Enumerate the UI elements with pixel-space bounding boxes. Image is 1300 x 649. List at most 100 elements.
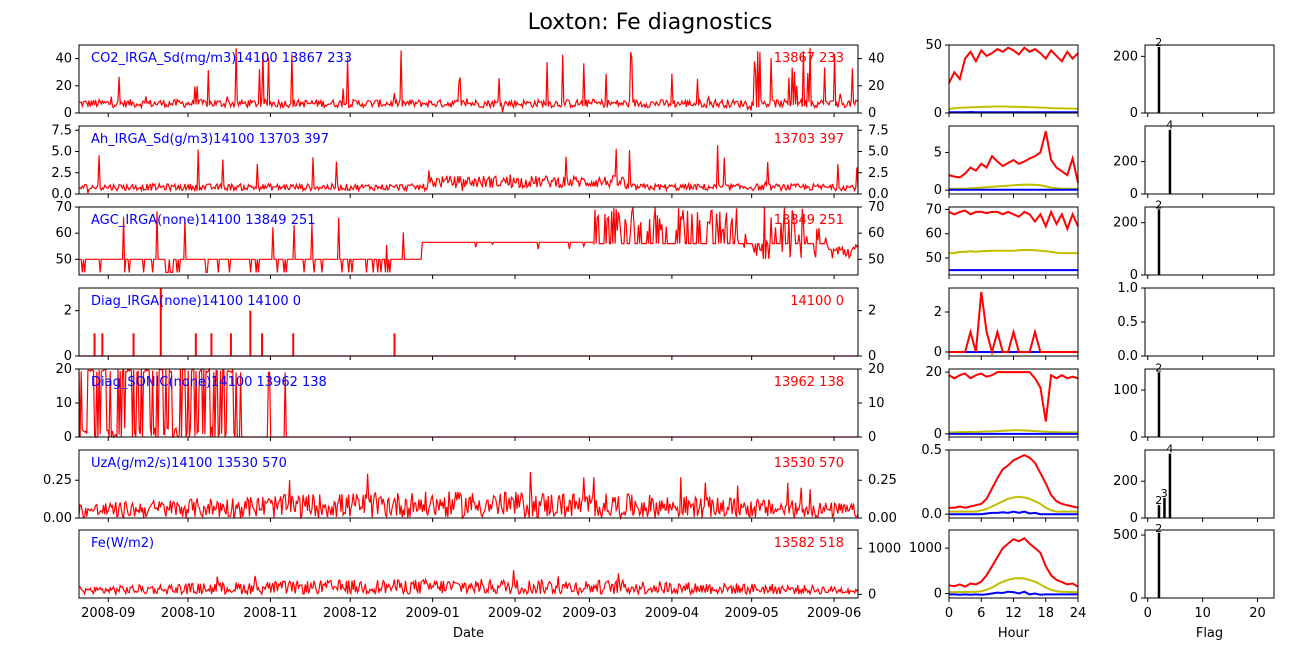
series-label-uza: UzA(g/m2/s)14100 13530 570 [91, 456, 287, 471]
series-label-ah: Ah_IRGA_Sd(g/m3)14100 13703 397 [91, 132, 329, 147]
ytick-right-label-agc: 70 [868, 200, 885, 215]
diurnal-ytick-label-ah: 5 [934, 145, 942, 160]
time-xtick-label: 2009-01 [405, 606, 459, 621]
diurnal-ytick-label-agc: 60 [925, 227, 942, 242]
time-xtick-label: 2008-10 [161, 606, 215, 621]
ytick-left-label-uza: 0.00 [43, 511, 72, 526]
flag-ytick-label-ah: 0 [1130, 187, 1138, 202]
diurnal-mean-line-agc [949, 249, 1078, 255]
flag-bar-fe [1157, 532, 1161, 598]
diurnal-min-line-fe [949, 590, 1078, 596]
diurnal-ytick-label-diag_sonic: 0 [934, 427, 942, 442]
series-counts-diag_irga: 14100 0 [790, 294, 844, 309]
diurnal-ytick-label-diag_sonic: 20 [925, 365, 942, 380]
diurnal-ytick-label-co2: 0 [934, 106, 942, 121]
diurnal-ytick-label-agc: 50 [925, 251, 942, 266]
flag-ytick-label-uza: 200 [1113, 474, 1138, 489]
flag-bar-label-co2: 2 [1155, 36, 1162, 49]
series-label-co2: CO2_IRGA_Sd(mg/m3)14100 13867 233 [91, 51, 352, 66]
series-counts-fe: 13582 518 [774, 536, 844, 551]
ytick-left-label-co2: 0 [64, 106, 72, 121]
series-line-uza [78, 471, 859, 521]
ytick-right-label-diag_sonic: 10 [868, 396, 885, 411]
ytick-right-label-uza: 0.25 [868, 473, 897, 488]
series-counts-ah: 13703 397 [774, 132, 844, 147]
ytick-left-label-uza: 0.25 [43, 473, 72, 488]
hour-xtick-label: 0 [945, 606, 953, 621]
hour-xtick-label: 12 [1005, 606, 1022, 621]
flag-frame-diag_irga [1144, 287, 1275, 357]
diurnal-max-line-uza [949, 453, 1079, 509]
flag-ytick-label-uza: 0 [1130, 511, 1138, 526]
ytick-left-label-ah: 5.0 [51, 145, 72, 160]
flag-ytick-label-diag_sonic: 0 [1130, 430, 1138, 445]
diurnal-ytick-label-ah: 0 [934, 183, 942, 198]
ytick-right-label-ah: 5.0 [868, 145, 889, 160]
diurnal-ytick-label-diag_irga: 0 [934, 345, 942, 360]
diurnal-mean-line-co2 [948, 105, 1079, 110]
flag-ytick-label-diag_irga: 0.5 [1117, 315, 1138, 330]
flag-ytick-label-diag_irga: 0.0 [1117, 349, 1138, 364]
flag-bar-label-uza: 3 [1161, 487, 1168, 500]
series-counts-co2: 13867 233 [774, 51, 844, 66]
ytick-left-label-ah: 7.5 [51, 123, 72, 138]
flag-frame-diag_sonic [1144, 368, 1275, 438]
ytick-right-label-co2: 0 [868, 106, 876, 121]
flag-frame-fe [1144, 529, 1275, 599]
time-xtick-label: 2008-11 [243, 606, 297, 621]
flag-xtick-label: 10 [1194, 606, 1211, 621]
diurnal-min-line-uza [949, 510, 1078, 516]
flag-bar-agc [1157, 209, 1161, 275]
flag-ytick-label-ah: 200 [1113, 155, 1138, 170]
ytick-left-label-ah: 2.5 [51, 166, 72, 181]
diurnal-ytick-label-uza: 0.5 [921, 443, 942, 458]
plot-frame-diag_irga [78, 287, 859, 357]
series-counts-uza: 13530 570 [774, 456, 844, 471]
ytick-right-label-co2: 20 [868, 79, 885, 94]
diurnal-ytick-label-diag_irga: 2 [934, 305, 942, 320]
hour-xtick-label: 6 [977, 606, 985, 621]
flag-bar-uza [1168, 453, 1172, 518]
flag-ytick-label-fe: 500 [1113, 528, 1138, 543]
diurnal-max-line-co2 [948, 46, 1079, 84]
flag-bar-ah [1168, 129, 1172, 194]
time-xtick-label: 2009-06 [807, 606, 861, 621]
flag-bar-uza [1163, 497, 1166, 518]
time-xtick-label: 2009-04 [645, 606, 699, 621]
figure-title: Loxton: Fe diagnostics [527, 10, 773, 35]
flag-bar-label-uza: 2 [1155, 494, 1162, 507]
flag-ytick-label-co2: 0 [1130, 106, 1138, 121]
ytick-left-label-diag_irga: 2 [64, 304, 72, 319]
diurnal-mean-line-fe [949, 577, 1078, 594]
ytick-right-label-ah: 7.5 [868, 123, 889, 138]
flag-xtick-label: 0 [1144, 606, 1152, 621]
plot-frame-fe [78, 529, 859, 599]
ytick-left-label-agc: 50 [55, 252, 72, 267]
diurnal-ytick-label-co2: 50 [925, 38, 942, 53]
ytick-left-label-diag_sonic: 10 [55, 396, 72, 411]
hour-xtick-label: 24 [1070, 606, 1087, 621]
ytick-left-label-agc: 60 [55, 226, 72, 241]
plot-frame-ah [78, 125, 859, 195]
flag-ytick-label-diag_irga: 1.0 [1117, 281, 1138, 296]
flag-xtick-label: 20 [1249, 606, 1266, 621]
diurnal-max-line-ah [948, 131, 1079, 183]
ytick-left-label-ah: 0.0 [51, 187, 72, 202]
flag-bar-co2 [1157, 46, 1161, 113]
series-line-co2 [78, 47, 859, 113]
flag-frame-agc [1144, 206, 1275, 276]
flag-bar-label-uza: 4 [1166, 443, 1173, 456]
time-xtick-label: 2008-09 [81, 606, 135, 621]
flag-ytick-label-agc: 200 [1113, 216, 1138, 231]
ytick-left-label-agc: 70 [55, 200, 72, 215]
series-line-ah [78, 145, 859, 194]
flag-ytick-label-co2: 200 [1113, 49, 1138, 64]
flag-bar-label-fe: 2 [1155, 522, 1162, 535]
diurnal-ytick-label-agc: 70 [925, 202, 942, 217]
plot-frame-co2 [78, 44, 859, 114]
flag-bar-label-agc: 2 [1155, 198, 1162, 211]
ytick-right-label-co2: 40 [868, 52, 885, 67]
series-label-agc: AGC_IRGA(none)14100 13849 251 [91, 213, 316, 228]
ytick-right-label-diag_irga: 0 [868, 349, 876, 364]
